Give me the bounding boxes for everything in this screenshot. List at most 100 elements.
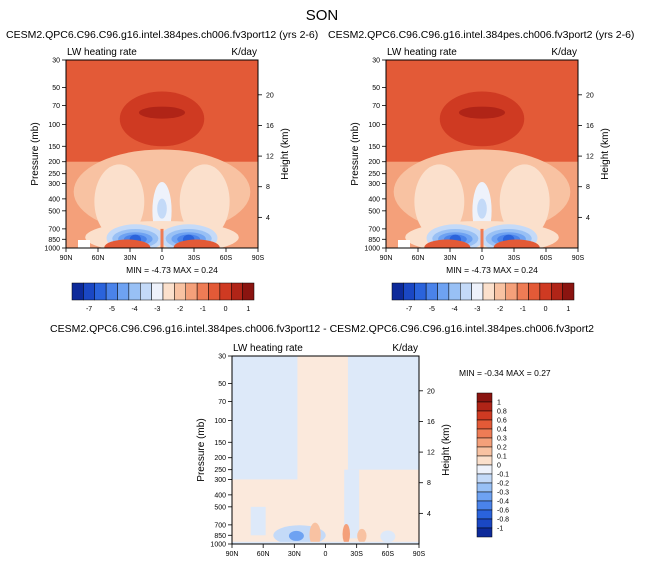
- right-tick-label: 16: [586, 123, 594, 130]
- colorbar-box: [476, 473, 493, 484]
- y-tick-label: 30: [218, 354, 226, 361]
- diff-red-b: [342, 524, 351, 544]
- right-tick-label: 4: [266, 215, 270, 222]
- y-tick-label: 100: [48, 122, 60, 129]
- colorbar-box: [128, 282, 141, 301]
- colorbar-box: [505, 282, 518, 301]
- y-tick-label: 500: [48, 208, 60, 215]
- colorbar-box: [83, 282, 95, 301]
- band-top-core: [458, 106, 506, 119]
- x-tick-label: 60N: [92, 255, 105, 262]
- diff-red-c: [357, 528, 367, 543]
- colorbar-box: [476, 419, 493, 430]
- right-tick-label: 12: [266, 154, 274, 161]
- y-tick-label: 70: [372, 103, 380, 110]
- y-tick-label: 250: [48, 171, 60, 178]
- colorbar-label: -3: [474, 306, 480, 313]
- colorbar-label: -4: [451, 306, 457, 313]
- y-tick-label: 300: [368, 181, 380, 188]
- colorbar-label: 0.1: [497, 454, 507, 461]
- x-tick-label: 30N: [444, 255, 457, 262]
- colorbar-label: 0: [224, 306, 228, 313]
- x-tick-label: 90S: [252, 255, 265, 262]
- diff-blue-strip: [344, 469, 360, 539]
- colorbar-box: [476, 437, 493, 448]
- band-top-peak: [439, 91, 525, 147]
- right-tick-label: 16: [427, 419, 435, 426]
- colorbar-label: -5: [429, 306, 435, 313]
- colorbar-label: -0.1: [497, 472, 509, 479]
- colorbar-box: [448, 282, 461, 301]
- panel-3: CESM2.QPC6.C96.C96.g16.intel.384pes.ch00…: [50, 323, 594, 558]
- left-label: LW heating rate: [233, 343, 303, 354]
- colorbar-box: [476, 500, 493, 511]
- right-tick-label: 20: [586, 92, 594, 99]
- figure-title: SON: [306, 7, 339, 24]
- contour-field: [66, 60, 258, 248]
- y-tick-label: 50: [52, 85, 60, 92]
- y-tick-label: 250: [214, 467, 226, 474]
- y-tick-label: 70: [218, 399, 226, 406]
- min-max-stats: MIN = -4.73 MAX = 0.24: [126, 265, 218, 275]
- colorbar-box: [151, 282, 164, 301]
- colorbar-horizontal-2: -7 -5 -4 -3 -2 -1 0 1: [391, 282, 575, 313]
- y-tick-label: 150: [214, 440, 226, 447]
- colorbar-box: [140, 282, 152, 301]
- x-tick-label: 60S: [382, 551, 395, 558]
- y-tick-label: 500: [368, 208, 380, 215]
- colorbar-box: [471, 282, 484, 301]
- colorbar-label: 0: [544, 306, 548, 313]
- colorbar-label: 1: [246, 306, 250, 313]
- colorbar-box: [117, 282, 130, 301]
- x-tick-label: 60N: [412, 255, 425, 262]
- right-tick-label: 16: [266, 123, 274, 130]
- x-tick-label: 0: [480, 255, 484, 262]
- colorbar-box: [539, 282, 552, 301]
- y-tick-label: 100: [368, 122, 380, 129]
- colorbar-label: 0: [497, 463, 501, 470]
- band-surface-left: [424, 239, 471, 248]
- colorbar-label: -0.4: [497, 499, 509, 506]
- min-max-stats: MIN = -4.73 MAX = 0.24: [446, 265, 538, 275]
- y-tick-label: 700: [214, 522, 226, 529]
- colorbar-box: [425, 282, 438, 301]
- colorbar-label: 0.6: [497, 418, 507, 425]
- left-label: LW heating rate: [387, 47, 457, 58]
- colorbar-box: [94, 282, 107, 301]
- colorbar-box: [476, 401, 493, 412]
- colorbar-box: [403, 282, 415, 301]
- y-axis-label: Pressure (mb): [350, 122, 361, 185]
- colorbar-box: [242, 282, 255, 301]
- colorbar-label: 0.4: [497, 427, 507, 434]
- band-surface-right: [493, 239, 540, 248]
- y-tick-label: 150: [48, 144, 60, 151]
- colorbar-box: [231, 282, 243, 301]
- colorbar-box: [460, 282, 472, 301]
- x-tick-label: 90S: [572, 255, 585, 262]
- colorbar-label: -0.3: [497, 490, 509, 497]
- topo-mask: [398, 240, 410, 248]
- y-tick-label: 70: [52, 103, 60, 110]
- colorbar-box: [476, 392, 493, 403]
- colorbar-box: [476, 464, 493, 475]
- y-tick-label: 1000: [44, 246, 60, 253]
- min-max-stats: MIN = -0.34 MAX = 0.27: [459, 368, 551, 378]
- y-tick-label: 850: [214, 533, 226, 540]
- x-tick-label: 60N: [257, 551, 270, 558]
- diff-blue-core: [288, 530, 304, 541]
- y-tick-label: 700: [48, 226, 60, 233]
- colorbar-box: [162, 282, 175, 301]
- colorbar-box: [476, 482, 493, 493]
- right-tick-label: 8: [427, 480, 431, 487]
- y-tick-label: 500: [214, 504, 226, 511]
- band-top-core: [138, 106, 186, 119]
- colorbar-box: [482, 282, 495, 301]
- y-tick-label: 250: [368, 171, 380, 178]
- y-tick-label: 1000: [364, 246, 380, 253]
- y-tick-label: 50: [218, 381, 226, 388]
- colorbar-box: [494, 282, 506, 301]
- colorbar-label: -2: [497, 306, 503, 313]
- right-axis-label: Height (km): [600, 128, 611, 180]
- colorbar-box: [196, 282, 209, 301]
- colorbar-label: 0.8: [497, 409, 507, 416]
